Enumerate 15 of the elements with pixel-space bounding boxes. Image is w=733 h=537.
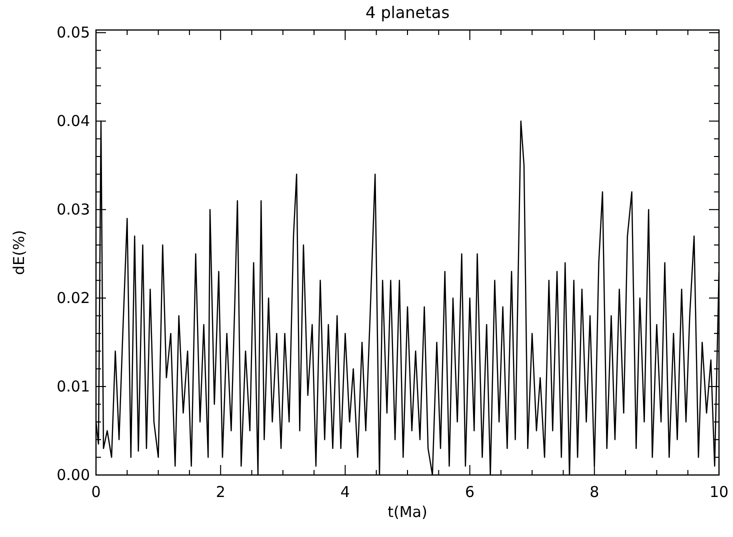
y-axis-title: dE(%) <box>10 230 28 275</box>
y-tick-label: 0.00 <box>56 466 90 484</box>
x-tick-label: 2 <box>216 483 226 501</box>
y-tick-label: 0.03 <box>56 200 90 219</box>
x-tick-label: 0 <box>91 483 101 501</box>
x-tick-label: 10 <box>709 483 729 501</box>
y-tick-label: 0.02 <box>56 289 90 308</box>
x-tick-label: 6 <box>465 483 475 501</box>
x-tick-label: 4 <box>340 483 350 501</box>
x-tick-label: 8 <box>590 483 600 501</box>
y-tick-label: 0.04 <box>56 112 90 130</box>
x-axis-title: t(Ma) <box>388 503 428 521</box>
y-tick-label: 0.05 <box>56 24 90 42</box>
y-tick-label: 0.01 <box>56 378 90 396</box>
chart-title: 4 planetas <box>365 3 450 22</box>
